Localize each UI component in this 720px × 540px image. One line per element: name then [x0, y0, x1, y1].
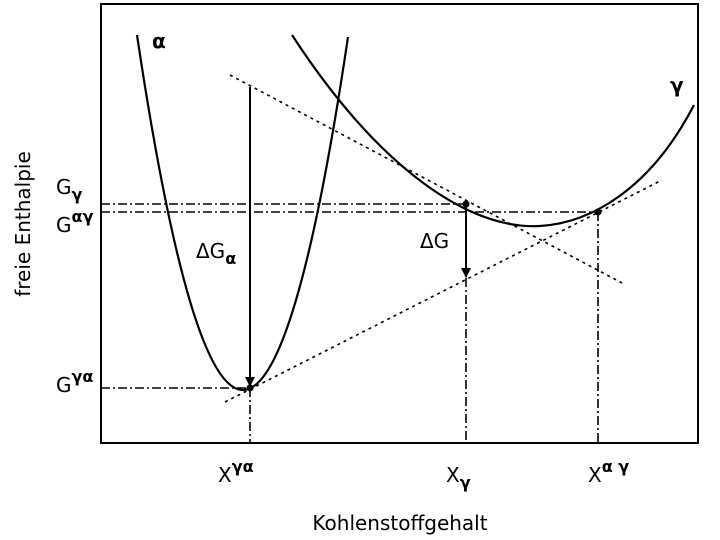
label-script: α γ [602, 457, 630, 476]
label-base: G [56, 213, 72, 237]
label-base: X [588, 463, 602, 487]
label-script: γα [232, 457, 254, 476]
label-script: α [225, 249, 236, 268]
alpha-curve [135, 34, 350, 391]
gamma-curve [291, 34, 695, 228]
label-base: ΔG [420, 229, 449, 253]
label: Xγ [446, 463, 471, 492]
label: ΔG [420, 229, 449, 253]
label: Gαγ [56, 207, 93, 237]
label: Gγ [56, 175, 83, 204]
point [594, 208, 602, 216]
label: Gγα [56, 367, 93, 397]
tangent-line [224, 179, 663, 403]
point [246, 384, 254, 392]
label-script: γ [460, 473, 471, 492]
curve-label: α [152, 29, 166, 53]
y-axis-label: freie Enthalpie [11, 151, 35, 297]
label-base: X [446, 463, 460, 487]
label-base: X [218, 463, 232, 487]
label-base: G [56, 175, 72, 199]
x-axis-label: Kohlenstoffgehalt [312, 511, 487, 535]
curve-label: γ [670, 73, 684, 97]
label-base: ΔG [196, 239, 225, 263]
label: ΔGα [196, 239, 236, 268]
label-script: γ [72, 185, 83, 204]
label-base: G [56, 373, 72, 397]
label: Xα γ [588, 457, 629, 487]
label-script: γα [72, 367, 94, 386]
label: Xγα [218, 457, 254, 487]
frame [100, 3, 699, 444]
point [462, 200, 470, 208]
label-script: αγ [72, 207, 94, 226]
